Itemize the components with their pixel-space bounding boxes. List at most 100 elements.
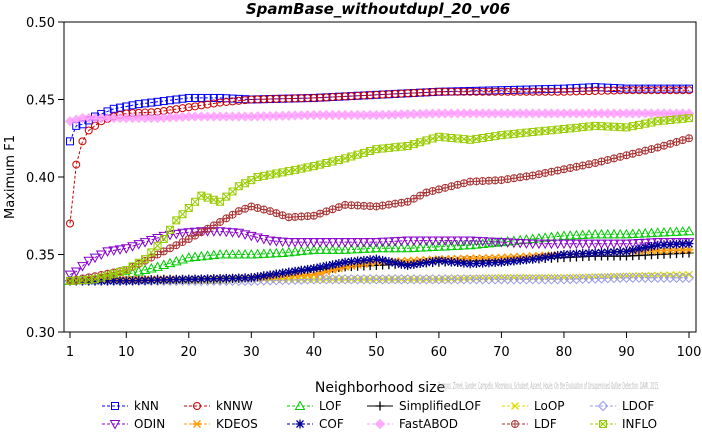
series-knnw-point <box>603 86 612 95</box>
series-cof-point <box>528 254 538 264</box>
series-odin-point <box>258 235 270 245</box>
legend-simplifiedlof-point <box>375 401 385 411</box>
series-knnw-point <box>491 87 500 96</box>
series-knnw-point <box>284 94 293 103</box>
y-axis-label: Maximum F1 <box>3 135 18 219</box>
x-tick-label: 90 <box>618 345 635 360</box>
series-knn-point <box>178 94 187 103</box>
series-lof-point <box>602 228 614 239</box>
series-odin-point <box>70 267 82 278</box>
series-odin-point <box>333 238 345 248</box>
series-cof-point <box>278 268 288 278</box>
series-cof-point <box>378 255 388 265</box>
legend-label: SimplifiedLOF <box>399 399 481 413</box>
series-cof-point <box>471 258 481 268</box>
series-odin-point <box>364 238 376 248</box>
series-odin-point <box>477 237 489 247</box>
series-cof-point <box>115 276 125 286</box>
series-lof-point <box>427 241 439 252</box>
series-knnw-point <box>247 95 256 104</box>
series-lof-point <box>258 248 270 258</box>
series-odin-point <box>614 239 626 250</box>
series-knnw-point <box>266 95 275 104</box>
series-cof-point <box>359 255 369 265</box>
series-odin-point <box>152 233 163 244</box>
x-axis-label: Neighborhood size <box>315 380 445 396</box>
series-lof-point <box>302 244 313 255</box>
series-lof-point <box>533 232 545 243</box>
series-odin-point <box>77 262 88 272</box>
series-lof-point <box>564 230 576 240</box>
series-cof-point <box>346 257 356 267</box>
series-cof-point <box>621 246 631 256</box>
series-cof-point <box>328 260 338 270</box>
series-lof-point <box>589 228 601 239</box>
series-lof-point <box>527 233 539 243</box>
series-cof-point <box>478 258 488 268</box>
series-cof-point <box>615 247 625 257</box>
series-lof-point <box>164 257 176 268</box>
series-cof-point <box>415 258 425 268</box>
series-cof <box>65 239 694 286</box>
series-cof-point <box>453 258 463 268</box>
series-ldf-point <box>547 167 556 176</box>
series-odin-point <box>627 239 639 249</box>
series-cof-point <box>509 256 519 266</box>
series-lof-point <box>683 225 695 236</box>
series-cof-point <box>503 257 513 267</box>
x-tick-label: 60 <box>431 345 448 360</box>
series-knnw-point <box>72 160 81 169</box>
series-odin-point <box>496 238 507 248</box>
series-odin-point <box>608 239 620 250</box>
series-odin-point <box>295 238 307 248</box>
series-knnw-point <box>66 219 74 228</box>
series-knnw-point <box>297 94 306 103</box>
series-lof-point <box>621 228 632 239</box>
series-knn-point <box>147 98 156 107</box>
series-cof-point <box>140 275 150 285</box>
series-lof-point <box>245 248 257 259</box>
series-lof-point <box>664 226 676 237</box>
series-lof-point <box>558 230 570 240</box>
series-odin-point <box>508 238 520 249</box>
legend-item-odin: ODIN <box>102 417 165 431</box>
series-ldf-point <box>566 164 575 173</box>
series-cof-point <box>640 243 650 253</box>
series-odin-point <box>358 238 370 248</box>
series-knnw-point <box>409 88 418 97</box>
legend-odin-point <box>109 420 121 430</box>
series-knnw-point <box>547 87 556 96</box>
legend-label: KDEOS <box>216 417 258 431</box>
series-lof-point <box>139 264 151 274</box>
series-lof-point <box>452 240 464 250</box>
series-cof-point <box>215 274 225 284</box>
series-knnw-point <box>672 86 681 95</box>
series-knn-point <box>222 94 231 103</box>
series-ldf-point <box>584 160 593 169</box>
series-lof-point <box>421 241 432 252</box>
series-ldf-point <box>503 175 512 184</box>
series-cof-point <box>384 257 394 267</box>
series-odin-point <box>339 238 351 248</box>
legend-item-knnw: kNNW <box>184 399 253 413</box>
legend-label: LOF <box>319 399 342 413</box>
series-knnw-point <box>341 92 350 101</box>
series-cof-point <box>678 239 688 249</box>
series-knnw-point <box>234 96 243 105</box>
series-knnw-point <box>222 97 231 106</box>
x-tick-label: 10 <box>118 345 135 360</box>
series-knnw-point <box>253 95 262 104</box>
x-tick-label: 20 <box>181 345 198 360</box>
series-odin-point <box>120 244 132 254</box>
series-odin-point <box>546 239 557 250</box>
series-odin-point <box>564 239 576 250</box>
series-odin-point <box>589 239 601 250</box>
x-axis: 1 10 20 30 40 50 60 70 80 90 100 <box>66 332 701 360</box>
series-cof-point <box>109 276 119 286</box>
legend-lof-point <box>294 400 306 410</box>
series-knnw-point <box>628 86 637 95</box>
series-cof-point <box>265 270 275 280</box>
series-kdeos-point <box>315 269 325 278</box>
series-lof-point <box>289 246 301 256</box>
